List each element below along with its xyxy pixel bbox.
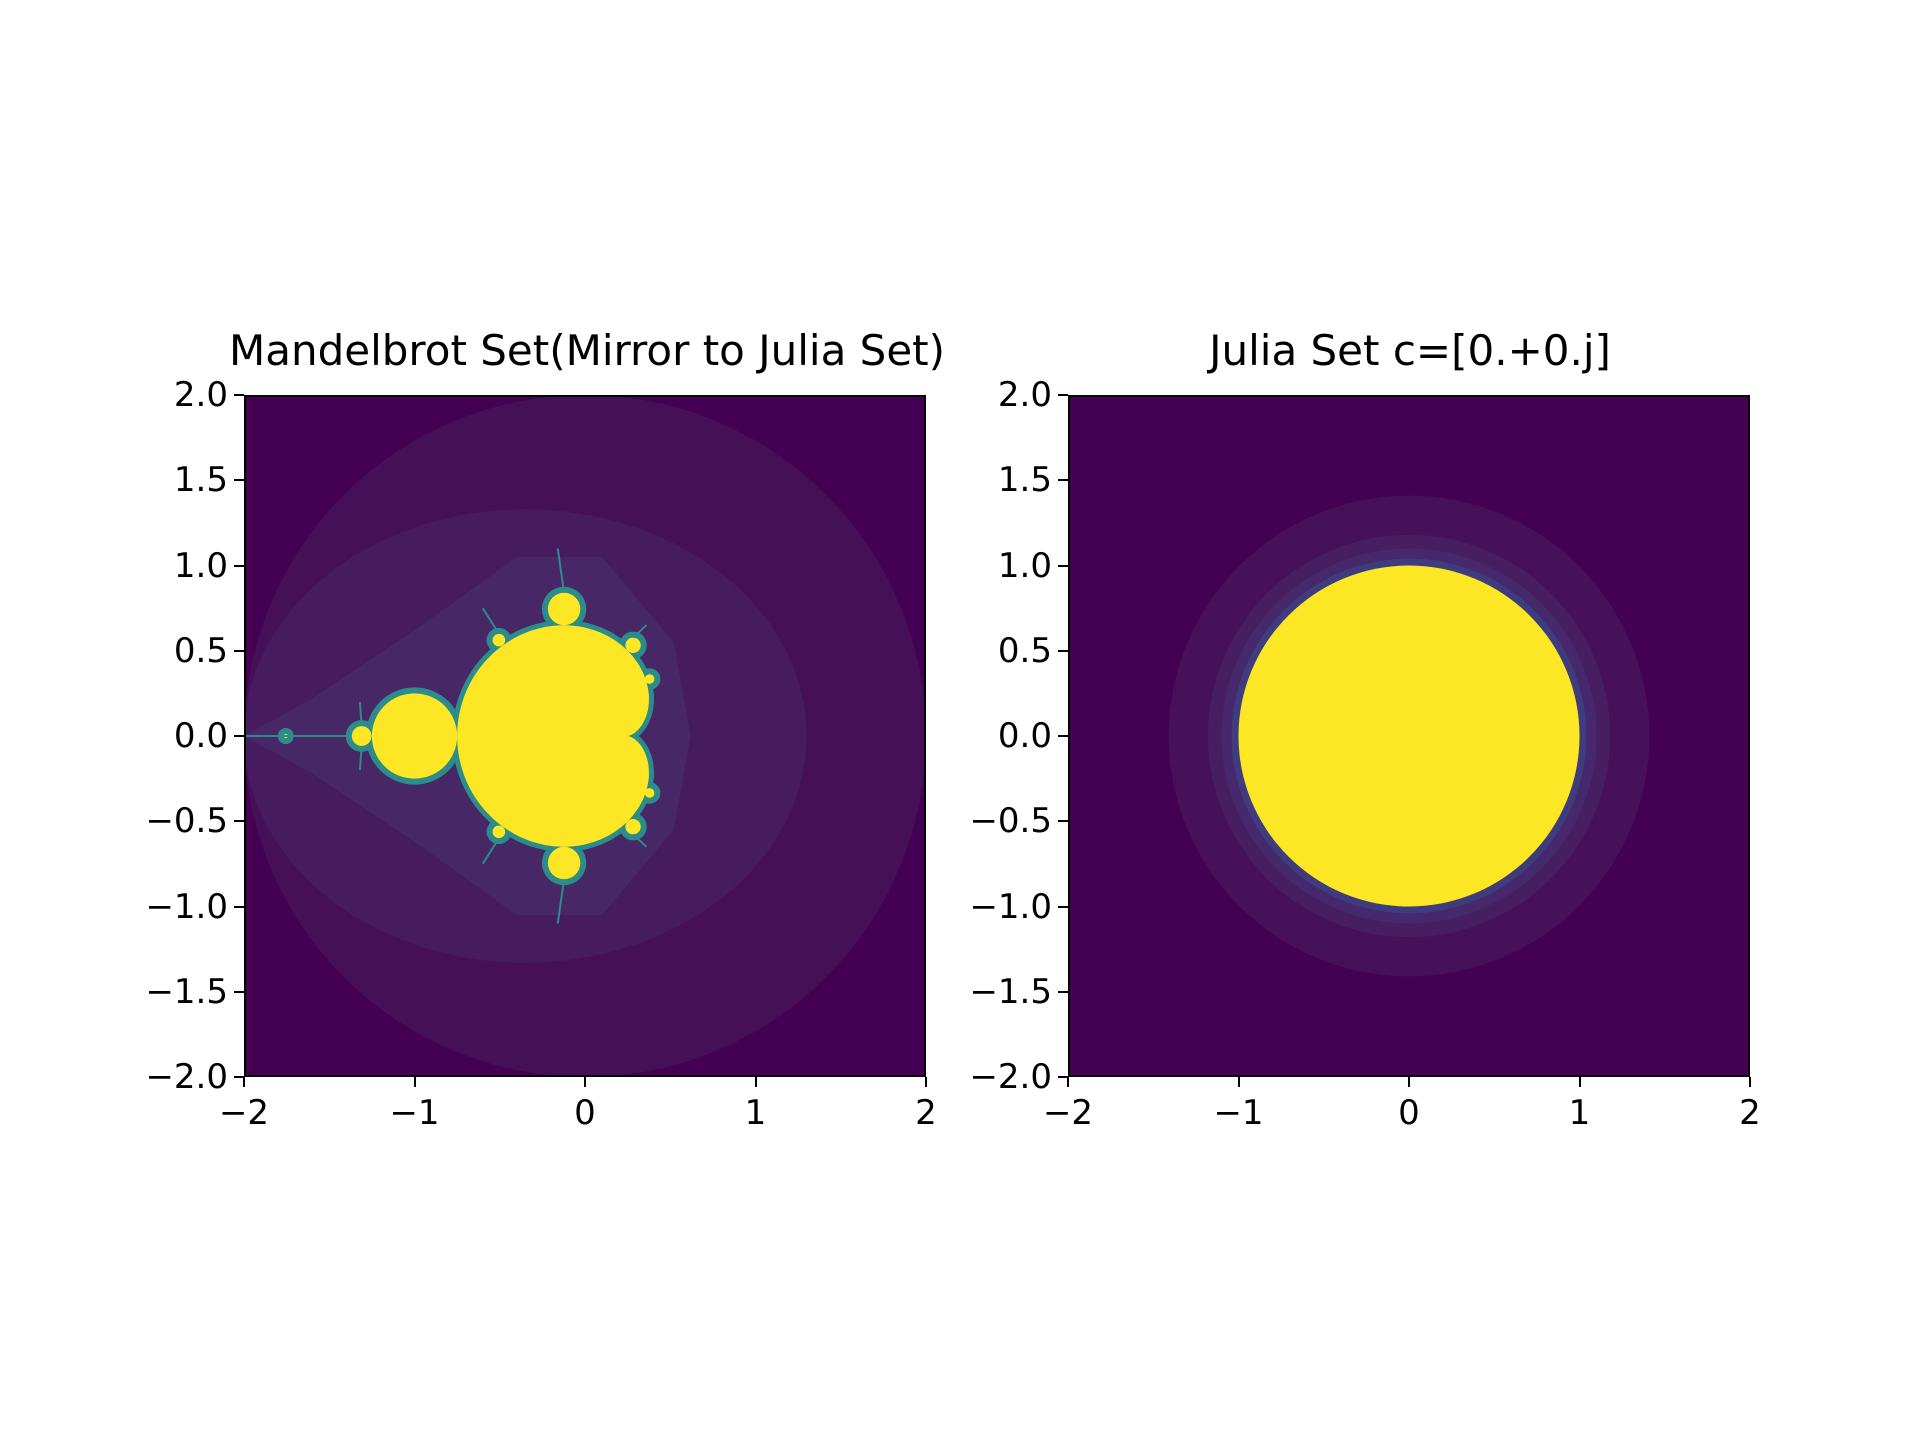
mandelbrot-axes-frame — [244, 395, 926, 1077]
y-tick — [234, 1076, 244, 1078]
x-tick-label: −2 — [218, 1093, 270, 1133]
y-tick-label: −0.5 — [969, 801, 1052, 842]
y-tick — [1058, 1076, 1068, 1078]
x-tick — [1578, 1077, 1581, 1087]
y-tick-label: 0.0 — [173, 716, 228, 756]
right-lower-small-bulb — [644, 788, 655, 798]
set-interior — [283, 592, 655, 880]
y-tick — [1058, 820, 1068, 823]
period-4-upper-antenna — [358, 701, 363, 727]
bottom-antenna — [556, 879, 566, 924]
y-tick-label: −2.0 — [969, 1057, 1052, 1097]
bottom-bulb — [547, 846, 581, 880]
y-tick — [234, 735, 244, 737]
julia-title: Julia Set c=[0.+0.j] — [1209, 326, 1611, 375]
y-tick — [1058, 905, 1068, 908]
julia-filled-set — [1238, 565, 1580, 907]
top-antenna — [556, 548, 566, 593]
y-tick — [234, 649, 244, 652]
y-tick-label: −1.5 — [969, 971, 1052, 1012]
y-tick-label: 0.5 — [173, 630, 228, 671]
upper-right-antenna — [632, 624, 648, 639]
y-tick — [234, 479, 244, 482]
mandelbrot-svg — [244, 395, 926, 1077]
y-tick — [234, 564, 244, 567]
main-cardioid — [457, 625, 649, 847]
x-tick — [584, 1077, 586, 1087]
mandelbrot-title: Mandelbrot Set(Mirror to Julia Set) — [228, 326, 946, 375]
top-bulb — [547, 592, 581, 626]
x-tick-label: 2 — [1739, 1093, 1761, 1133]
x-tick-label: 0 — [574, 1093, 596, 1133]
y-tick-label: 1.5 — [173, 460, 228, 501]
y-tick — [1058, 564, 1068, 567]
lower-left-antenna — [481, 837, 500, 865]
lower-left-bulb — [492, 825, 506, 839]
period-2-bulb — [371, 693, 458, 779]
y-tick-label: −0.5 — [145, 801, 228, 842]
x-tick — [754, 1077, 757, 1087]
x-tick — [1408, 1077, 1410, 1087]
x-tick-label: 0 — [1398, 1093, 1420, 1133]
x-tick — [1237, 1077, 1240, 1087]
y-tick — [234, 394, 244, 396]
x-tick — [1067, 1077, 1069, 1087]
y-tick-label: −1.0 — [145, 886, 228, 927]
x-tick-label: −1 — [389, 1093, 440, 1133]
y-tick — [1058, 735, 1068, 737]
julia-svg — [1068, 395, 1750, 1077]
upper-right-bulb — [625, 637, 641, 653]
y-tick-label: 1.0 — [173, 545, 228, 586]
y-tick — [234, 990, 244, 993]
y-tick — [1058, 479, 1068, 482]
upper-left-antenna — [481, 607, 500, 635]
y-tick-label: 0.5 — [997, 630, 1052, 671]
x-tick-label: 2 — [915, 1093, 937, 1133]
y-tick-label: −1.0 — [969, 886, 1052, 927]
y-tick — [234, 905, 244, 908]
y-tick — [1058, 394, 1068, 396]
x-tick-label: 1 — [744, 1093, 767, 1133]
lower-right-bulb — [625, 819, 641, 835]
y-tick — [1058, 649, 1068, 652]
period-4-bulb — [351, 726, 372, 746]
x-tick — [243, 1077, 245, 1087]
right-upper-small-bulb — [644, 674, 655, 684]
x-tick — [925, 1077, 927, 1087]
y-tick-label: −2.0 — [145, 1057, 228, 1097]
lower-right-antenna — [632, 833, 648, 848]
upper-left-bulb — [492, 633, 506, 647]
y-tick-label: 0.0 — [997, 716, 1052, 756]
julia-axes-frame — [1068, 395, 1750, 1077]
y-tick — [1058, 990, 1068, 993]
y-tick-label: 2.0 — [173, 375, 228, 415]
mandelbrot-heatmap — [244, 395, 926, 1077]
y-tick-label: 1.0 — [997, 545, 1052, 586]
y-tick-label: 1.5 — [997, 460, 1052, 501]
filaments — [244, 548, 648, 924]
julia-heatmap — [1068, 395, 1750, 1077]
x-tick-label: −2 — [1042, 1093, 1094, 1133]
x-tick — [413, 1077, 416, 1087]
x-tick-label: 1 — [1568, 1093, 1591, 1133]
period-4-lower-antenna — [358, 745, 363, 771]
y-tick — [234, 820, 244, 823]
x-tick — [1749, 1077, 1751, 1087]
x-tick-label: −1 — [1213, 1093, 1264, 1133]
y-tick-label: 2.0 — [997, 375, 1052, 415]
y-tick-label: −1.5 — [145, 971, 228, 1012]
